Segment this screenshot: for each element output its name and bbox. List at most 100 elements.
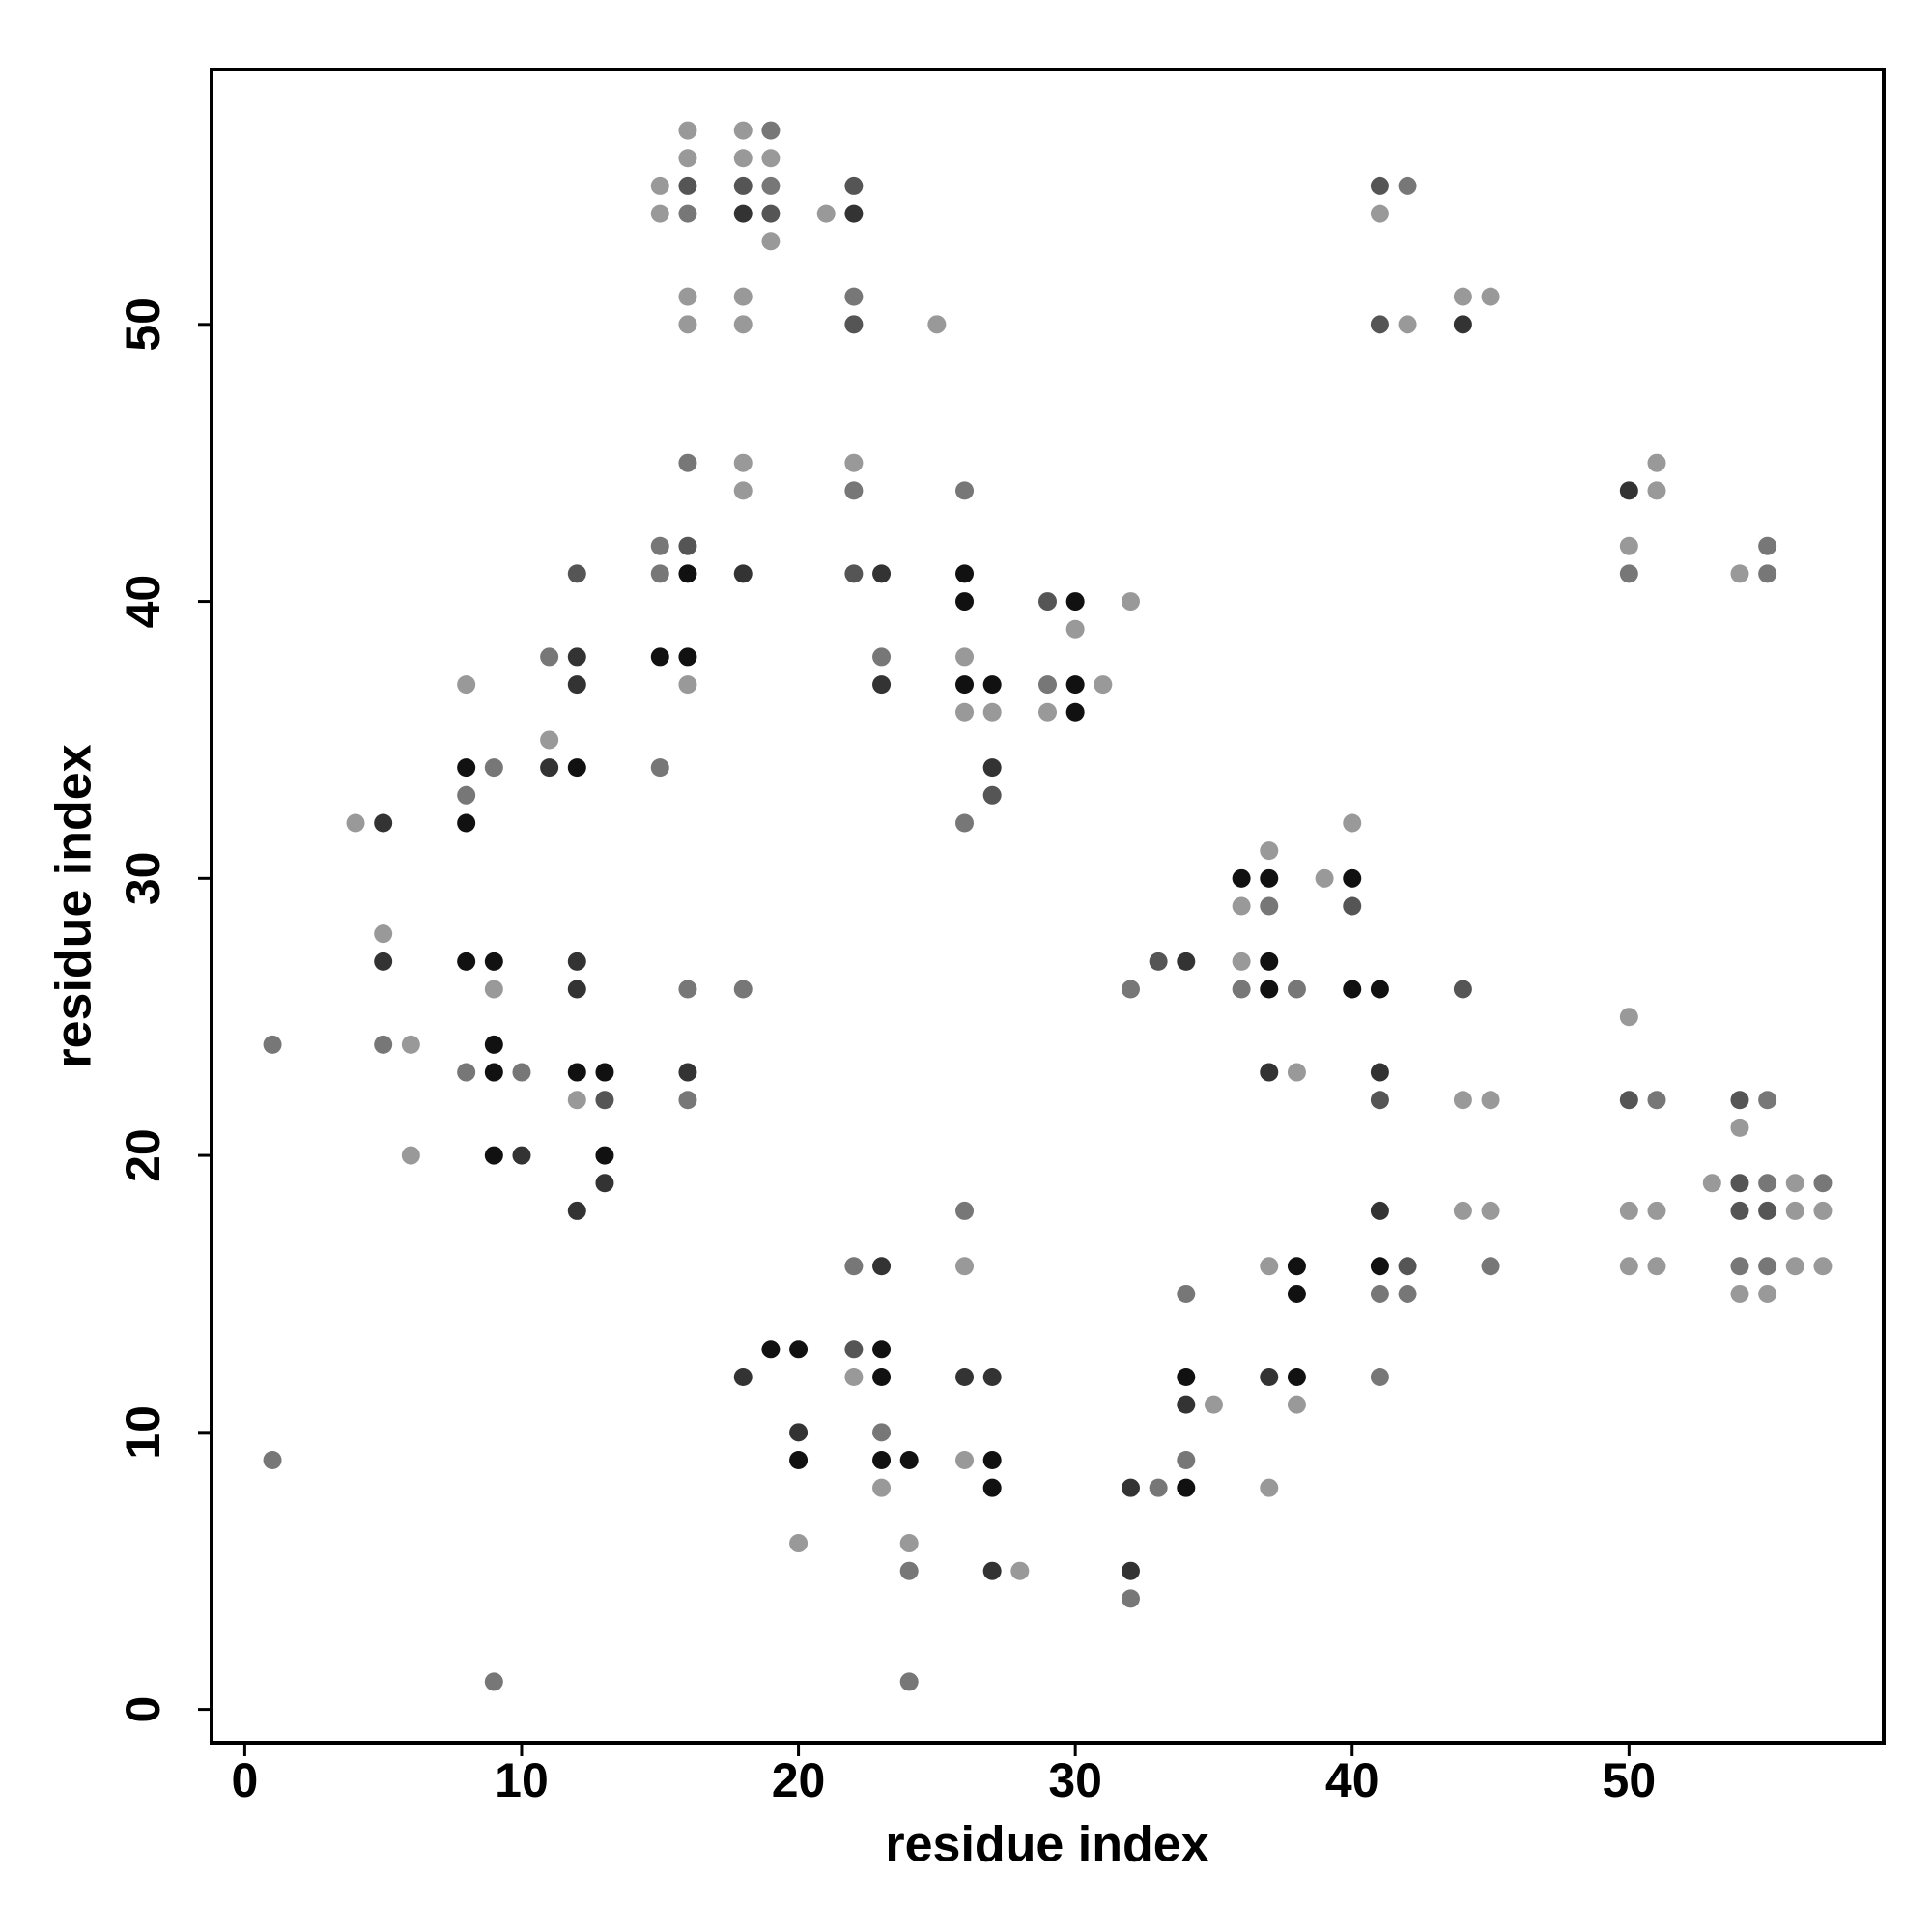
point — [844, 287, 864, 306]
point — [374, 1035, 393, 1054]
point — [1398, 1257, 1417, 1276]
point — [1619, 536, 1638, 555]
point — [1065, 619, 1085, 639]
point — [540, 758, 559, 778]
point — [401, 1146, 420, 1165]
point — [1481, 1201, 1500, 1220]
x-tick-label: 50 — [1603, 1753, 1657, 1807]
y-axis-title: residue index — [46, 744, 102, 1067]
point — [650, 647, 669, 667]
point — [678, 564, 697, 583]
point — [678, 536, 697, 555]
point — [1065, 592, 1085, 611]
point — [1398, 176, 1417, 195]
point — [1619, 1091, 1638, 1110]
point — [567, 647, 586, 667]
point — [650, 204, 669, 223]
point — [650, 564, 669, 583]
point — [1758, 564, 1777, 583]
point — [263, 1035, 282, 1054]
point — [678, 315, 697, 334]
point — [484, 1063, 503, 1082]
point — [1149, 952, 1168, 971]
point — [733, 121, 753, 140]
point — [844, 1257, 864, 1276]
point — [678, 1063, 697, 1082]
point — [678, 204, 697, 223]
point — [484, 1146, 503, 1165]
point — [457, 813, 476, 833]
point — [1260, 952, 1279, 971]
point — [484, 1035, 503, 1054]
point — [872, 1257, 892, 1276]
point — [1260, 896, 1279, 916]
point — [650, 536, 669, 555]
point — [567, 952, 586, 971]
point — [1813, 1257, 1833, 1276]
point — [1177, 1478, 1196, 1497]
point — [844, 1367, 864, 1386]
point — [374, 952, 393, 971]
point — [761, 204, 781, 223]
point — [1121, 1561, 1140, 1580]
point — [733, 564, 753, 583]
point — [1730, 1174, 1749, 1193]
point — [844, 176, 864, 195]
point — [567, 1091, 586, 1110]
point — [955, 702, 975, 722]
point — [595, 1174, 614, 1193]
point — [733, 149, 753, 168]
point — [678, 647, 697, 667]
point — [1260, 1257, 1279, 1276]
point — [1481, 1091, 1500, 1110]
point — [982, 1561, 1002, 1580]
point — [733, 287, 753, 306]
point — [1370, 1091, 1389, 1110]
point — [1370, 204, 1389, 223]
point — [1619, 1008, 1638, 1027]
point — [484, 758, 503, 778]
point — [1121, 980, 1140, 999]
point — [899, 1534, 919, 1553]
point — [1287, 1257, 1306, 1276]
point — [1232, 980, 1251, 999]
point — [401, 1035, 420, 1054]
point — [1398, 315, 1417, 334]
plot-frame — [210, 68, 1886, 1745]
y-tick-label: 0 — [116, 1696, 170, 1723]
point — [678, 176, 697, 195]
point — [872, 1367, 892, 1386]
point — [540, 647, 559, 667]
point — [678, 1091, 697, 1110]
point — [1038, 702, 1057, 722]
point — [567, 675, 586, 695]
point — [761, 149, 781, 168]
point — [872, 675, 892, 695]
point — [1813, 1201, 1833, 1220]
point — [1619, 564, 1638, 583]
point — [982, 1451, 1002, 1470]
point — [789, 1423, 809, 1442]
point — [761, 1340, 781, 1359]
point — [1453, 1091, 1472, 1110]
point — [1758, 1257, 1777, 1276]
point — [1758, 536, 1777, 555]
point — [982, 702, 1002, 722]
x-tick-label: 30 — [1048, 1753, 1102, 1807]
point — [1647, 1201, 1666, 1220]
point — [955, 481, 975, 500]
point — [1177, 1367, 1196, 1386]
point — [678, 149, 697, 168]
point — [1453, 1201, 1472, 1220]
point — [567, 980, 586, 999]
point — [899, 1672, 919, 1691]
point — [1121, 1478, 1140, 1497]
point — [982, 785, 1002, 805]
point — [1813, 1174, 1833, 1193]
point — [678, 980, 697, 999]
point — [733, 453, 753, 472]
point — [1149, 1478, 1168, 1497]
point — [457, 675, 476, 695]
